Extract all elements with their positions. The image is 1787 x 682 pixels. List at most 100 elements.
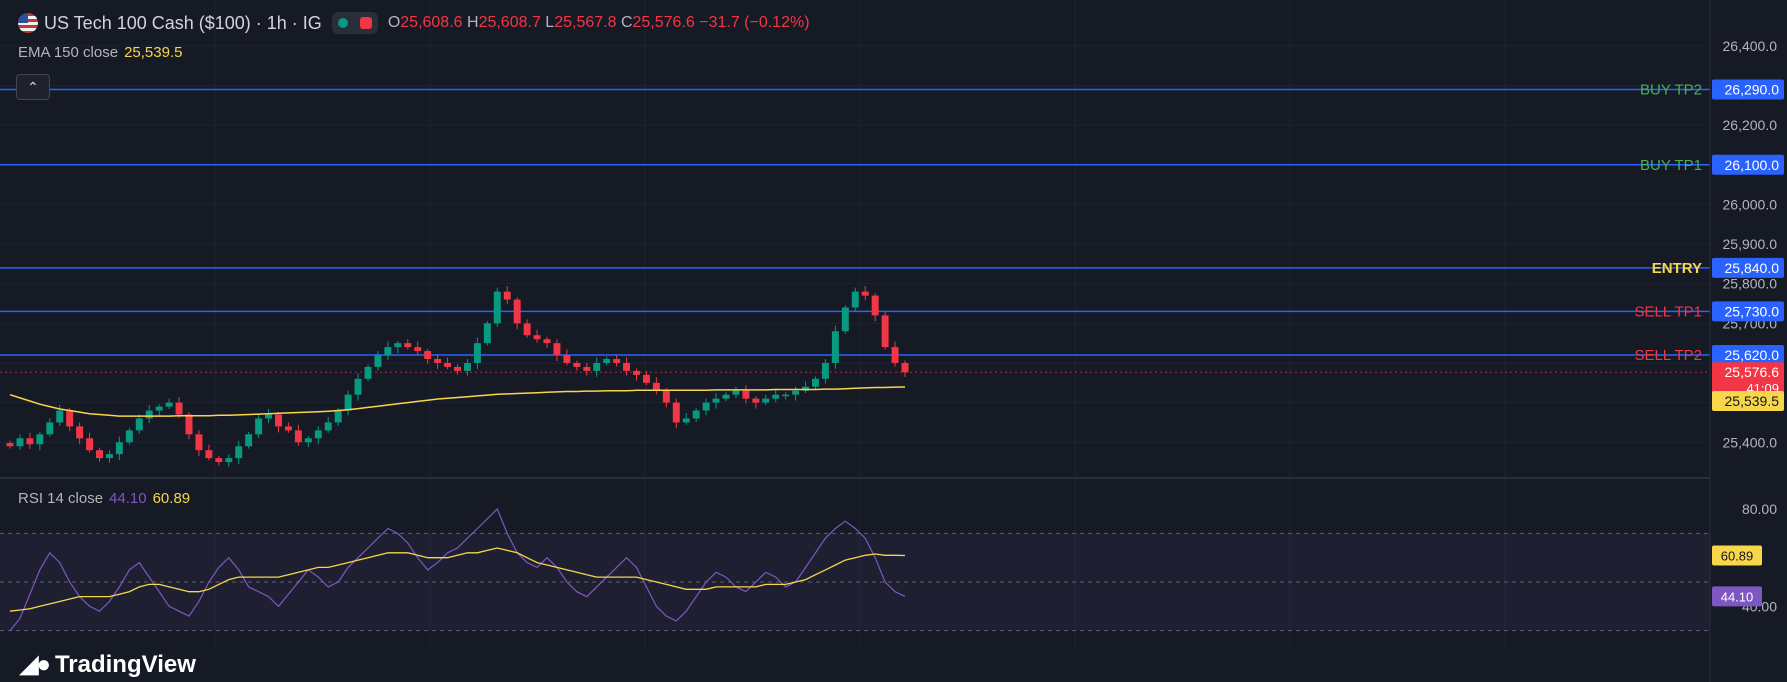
candle-body	[205, 450, 213, 459]
candle-body	[603, 359, 611, 363]
last-price-badge[interactable]	[1712, 362, 1784, 399]
collapse-legend-button[interactable]: ⌃	[16, 74, 50, 100]
level-label: BUY TP2	[1640, 81, 1702, 98]
rsi-line	[9, 507, 906, 632]
candle-body	[662, 390, 670, 403]
candle-body	[225, 458, 233, 463]
rsi-ma-badge[interactable]	[1712, 545, 1762, 566]
candle-body	[812, 378, 819, 387]
candle-body	[642, 374, 650, 383]
candle-body	[105, 454, 113, 459]
ema-price-badge[interactable]	[1712, 390, 1784, 411]
candle-body	[294, 430, 302, 443]
candle-body	[404, 343, 412, 348]
candle-body	[851, 291, 859, 308]
candle-body	[493, 291, 501, 324]
candle-body	[742, 390, 750, 399]
price-tick-label: 25,400.0	[1723, 434, 1778, 450]
rsi-value-badge-text: 44.10	[1721, 589, 1754, 604]
candle-body	[831, 331, 839, 363]
candle-body	[215, 458, 223, 463]
ema-legend[interactable]: EMA 150 close 25,539.5	[18, 44, 182, 61]
candle-body	[185, 414, 193, 435]
level-label: SELL TP2	[1634, 347, 1702, 364]
level-label: SELL TP1	[1634, 303, 1702, 320]
candlesticks	[6, 286, 909, 467]
level-price-text: 26,290.0	[1725, 81, 1780, 97]
candle-body	[314, 430, 322, 439]
candle-body	[553, 343, 561, 356]
candle-body	[891, 347, 899, 363]
candle-body	[125, 430, 133, 443]
high-label: H	[467, 14, 479, 31]
candle-body	[324, 422, 332, 431]
candle-body	[513, 299, 521, 324]
ema-label: EMA 150 close	[18, 44, 119, 61]
candle-body	[762, 398, 770, 403]
price-axis-bg	[1710, 0, 1787, 682]
price-tick-label: 26,200.0	[1723, 117, 1778, 133]
candle-body	[364, 366, 372, 379]
candle-body	[563, 355, 571, 363]
level-price-badge[interactable]	[1712, 345, 1784, 366]
price-tick-label: 26,400.0	[1723, 38, 1778, 54]
candle-body	[503, 291, 511, 300]
candle-body	[304, 438, 312, 443]
rsi-tick-label: 80.00	[1742, 501, 1777, 517]
candle-body	[583, 366, 591, 371]
rsi-ma-badge-text: 60.89	[1721, 549, 1754, 564]
candle-body	[354, 378, 362, 395]
rsi-legend[interactable]: RSI 14 close 44.10 60.89	[18, 490, 190, 507]
candle-body	[772, 394, 780, 399]
candle-body	[165, 402, 173, 407]
candle-body	[284, 426, 292, 431]
candle-body	[26, 438, 34, 445]
candle-body	[275, 414, 282, 427]
rsi-ma-value: 60.89	[152, 490, 191, 507]
candle-body	[424, 351, 432, 360]
candle-body	[96, 450, 103, 459]
symbol-title[interactable]: US Tech 100 Cash ($100) · 1h · IG	[44, 12, 322, 33]
candle-body	[444, 362, 452, 367]
level-price-badge[interactable]	[1712, 257, 1784, 278]
candle-body	[702, 402, 710, 411]
candle-body	[235, 446, 243, 459]
candle-body	[394, 343, 402, 348]
market-status-pill[interactable]	[331, 12, 378, 34]
symbol-header: US Tech 100 Cash ($100) · 1h · IG O25,60…	[18, 10, 810, 36]
candle-body	[46, 422, 54, 435]
open-value: 25,608.6	[400, 14, 463, 31]
candle-body	[623, 362, 631, 371]
candle-body	[722, 394, 730, 399]
candle-body	[483, 323, 491, 344]
low-value: 25,567.8	[554, 14, 617, 31]
candle-body	[802, 386, 810, 391]
high-value: 25,608.7	[478, 14, 541, 31]
candle-body	[712, 398, 720, 403]
candle-body	[255, 418, 263, 435]
ohlc-values: O25,608.6 H25,608.7 L25,567.8 C25,576.6 …	[388, 14, 810, 32]
candle-body	[454, 366, 461, 371]
us-flag-icon	[18, 13, 38, 33]
rsi-value-badge[interactable]	[1712, 586, 1762, 607]
close-value: 25,576.6	[632, 14, 695, 31]
level-price-badge[interactable]	[1712, 79, 1784, 100]
level-price-badge[interactable]	[1712, 301, 1784, 322]
close-label: C	[620, 14, 633, 31]
brand-name: TradingView	[54, 651, 196, 678]
ema-value: 25,539.5	[124, 44, 183, 61]
candle-body	[633, 370, 640, 375]
price-axis[interactable]: 26,400.026,300.026,200.026,100.026,000.0…	[1709, 0, 1787, 682]
level-price-badge[interactable]	[1712, 154, 1784, 175]
candle-body	[782, 394, 790, 397]
candle-body	[861, 291, 869, 296]
candle-body	[175, 402, 183, 415]
tradingview-logo[interactable]: ◢● TradingView	[20, 650, 196, 679]
candle-body	[16, 438, 24, 447]
candle-body	[792, 390, 800, 395]
candle-body	[384, 347, 392, 356]
candle-body	[265, 414, 273, 419]
candle-body	[66, 410, 74, 427]
